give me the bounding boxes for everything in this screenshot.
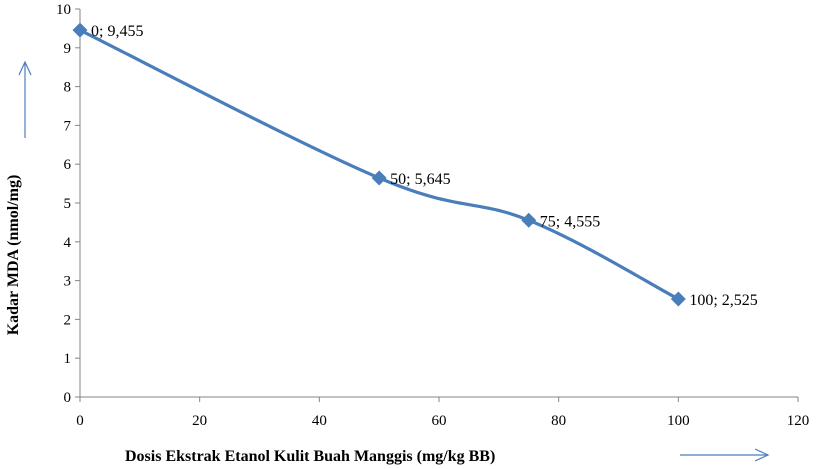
data-labels: 0; 9,455 50; 5,645 75; 4,555 100; 2,525 <box>91 23 758 309</box>
data-point-marker <box>72 22 88 38</box>
y-tick-label: 1 <box>64 351 72 367</box>
y-tick-label: 2 <box>64 312 72 328</box>
y-tick-label: 7 <box>64 118 72 134</box>
y-tick-label: 4 <box>64 235 72 251</box>
arrows <box>18 60 770 462</box>
y-tick-label: 0 <box>64 390 72 406</box>
data-point-marker <box>670 291 686 307</box>
x-axis-title: Dosis Ekstrak Etanol Kulit Buah Manggis … <box>125 448 495 465</box>
y-tick-label: 3 <box>64 274 72 290</box>
x-tick-label: 100 <box>667 413 690 429</box>
y-tick-label: 9 <box>64 41 72 57</box>
x-tick-label: 120 <box>787 413 810 429</box>
data-label: 0; 9,455 <box>91 23 143 40</box>
series-line <box>79 28 680 301</box>
data-label: 50; 5,645 <box>390 171 450 188</box>
x-tick-label: 0 <box>76 413 84 429</box>
up-arrow-head-icon <box>18 60 32 76</box>
x-tick-label: 40 <box>312 413 327 429</box>
series <box>72 22 686 307</box>
right-arrow-head-icon <box>754 448 770 462</box>
y-tick-label: 10 <box>56 2 71 18</box>
y-tick-label: 5 <box>64 196 72 212</box>
y-tick-label: 6 <box>64 157 72 173</box>
y-tick-label: 8 <box>64 80 72 96</box>
x-tick-label: 60 <box>432 413 447 429</box>
data-point-marker <box>371 170 387 186</box>
x-tick-label: 80 <box>551 413 566 429</box>
data-label: 100; 2,525 <box>689 292 757 309</box>
axes <box>75 8 799 402</box>
data-point-marker <box>521 212 537 228</box>
y-axis-title: Kadar MDA (nmol/mg) <box>5 175 22 336</box>
x-tick-label: 20 <box>192 413 207 429</box>
data-label: 75; 4,555 <box>540 213 600 230</box>
